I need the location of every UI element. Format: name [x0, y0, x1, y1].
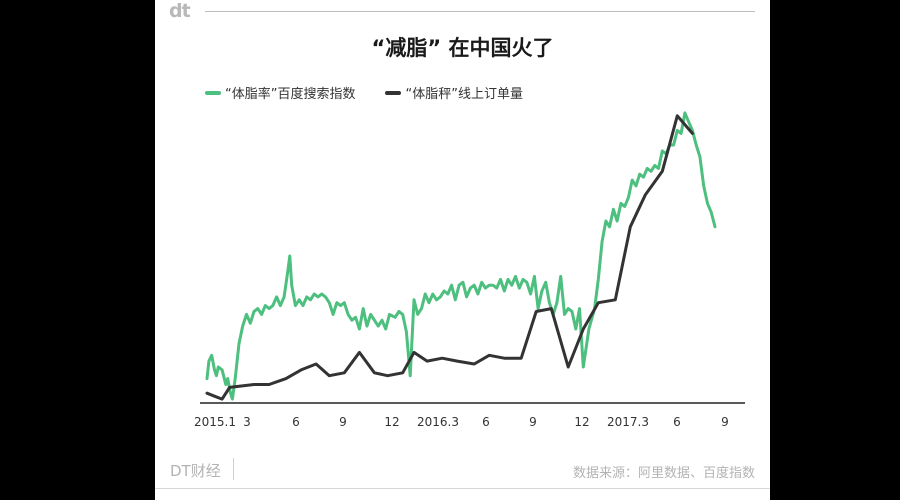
legend-swatch-dark: [385, 90, 402, 95]
x-tick-label: 6: [673, 415, 681, 429]
x-tick-label: 2015.1: [194, 415, 236, 429]
x-tick-label: 2016.3: [417, 415, 459, 429]
chart-card: dt “减脂” 在中国火了 “体脂率”百度搜索指数 “体脂秤”线上订单量 201…: [155, 0, 770, 500]
chart-legend: “体脂率”百度搜索指数 “体脂秤”线上订单量: [205, 83, 553, 102]
footer-rule: [155, 488, 770, 489]
data-source: 数据来源：阿里数据、百度指数: [572, 466, 755, 481]
x-tick-label: 9: [721, 415, 729, 429]
x-tick-label: 9: [529, 415, 537, 429]
footer-divider: [233, 458, 234, 480]
dt-logo: dt: [169, 0, 191, 22]
x-tick-label: 6: [292, 415, 300, 429]
x-tick-label: 12: [384, 415, 399, 429]
legend-item-scale-orders: “体脂秤”线上订单量: [385, 83, 523, 102]
x-tick-label: 9: [339, 415, 347, 429]
top-rule: [205, 11, 755, 12]
chart-title: “减脂” 在中国火了: [371, 36, 554, 60]
line-chart: 2015.1 3 6 9 12 2016.3 6 9 12 2017.3 6 9: [194, 111, 745, 429]
x-tick-label: 6: [482, 415, 490, 429]
x-tick-label: 3: [243, 415, 251, 429]
legend-label-scale-orders: “体脂秤”线上订单量: [405, 87, 523, 102]
footer-brand: DT财经: [170, 462, 221, 480]
x-tick-label: 2017.3: [607, 415, 649, 429]
series-line-search-index: [205, 111, 717, 401]
series-line-scale-orders: [205, 114, 694, 401]
legend-label-search-index: “体脂率”百度搜索指数: [225, 87, 356, 102]
legend-item-search-index: “体脂率”百度搜索指数: [205, 83, 355, 102]
legend-swatch-green: [205, 90, 221, 95]
x-tick-label: 12: [574, 415, 589, 429]
